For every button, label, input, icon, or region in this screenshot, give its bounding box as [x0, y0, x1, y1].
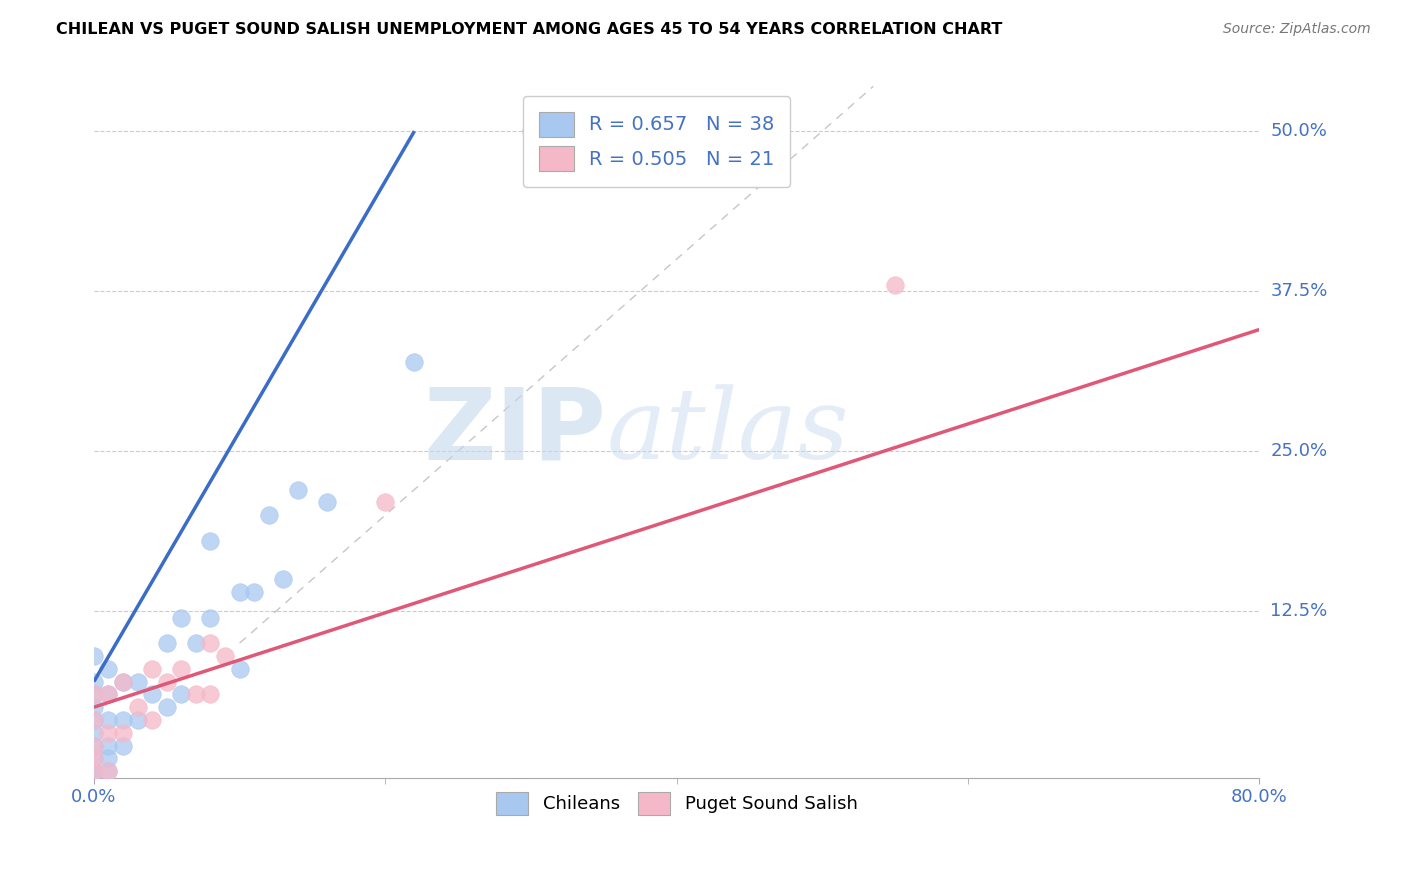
Point — [200, 687, 222, 701]
Point — [170, 662, 193, 676]
Point — [271, 572, 294, 586]
Point — [127, 674, 149, 689]
Point — [141, 662, 163, 676]
Point — [200, 636, 222, 650]
Point — [170, 687, 193, 701]
Point — [184, 687, 207, 701]
Point — [83, 713, 105, 727]
Text: Source: ZipAtlas.com: Source: ZipAtlas.com — [1223, 22, 1371, 37]
Point — [97, 662, 120, 676]
Point — [884, 277, 907, 292]
Point — [83, 739, 105, 753]
Point — [184, 636, 207, 650]
Point — [316, 495, 339, 509]
Point — [112, 674, 135, 689]
Point — [97, 725, 120, 739]
Point — [83, 739, 105, 753]
Point — [97, 713, 120, 727]
Point — [214, 648, 236, 663]
Point — [156, 674, 179, 689]
Point — [97, 687, 120, 701]
Point — [374, 495, 396, 509]
Point — [141, 687, 163, 701]
Point — [83, 687, 105, 701]
Point — [97, 739, 120, 753]
Point — [287, 483, 309, 497]
Text: 50.0%: 50.0% — [1271, 122, 1327, 140]
Point — [97, 764, 120, 779]
Point — [83, 725, 105, 739]
Point — [404, 354, 426, 368]
Point — [228, 585, 250, 599]
Point — [112, 725, 135, 739]
Point — [156, 636, 179, 650]
Point — [520, 124, 543, 138]
Text: atlas: atlas — [606, 384, 849, 480]
Point — [97, 687, 120, 701]
Point — [243, 585, 266, 599]
Point — [112, 713, 135, 727]
Point — [200, 610, 222, 624]
Point — [156, 700, 179, 714]
Point — [83, 713, 105, 727]
Point — [83, 751, 105, 765]
Point — [112, 674, 135, 689]
Point — [170, 610, 193, 624]
Point — [127, 700, 149, 714]
Point — [83, 751, 105, 765]
Point — [83, 764, 105, 779]
Point — [141, 713, 163, 727]
Text: CHILEAN VS PUGET SOUND SALISH UNEMPLOYMENT AMONG AGES 45 TO 54 YEARS CORRELATION: CHILEAN VS PUGET SOUND SALISH UNEMPLOYME… — [56, 22, 1002, 37]
Point — [83, 687, 105, 701]
Point — [257, 508, 280, 523]
Point — [97, 764, 120, 779]
Point — [112, 739, 135, 753]
Text: 37.5%: 37.5% — [1271, 282, 1327, 301]
Point — [83, 674, 105, 689]
Point — [83, 648, 105, 663]
Point — [127, 713, 149, 727]
Legend: Chileans, Puget Sound Salish: Chileans, Puget Sound Salish — [486, 782, 866, 824]
Point — [97, 751, 120, 765]
Point — [228, 662, 250, 676]
Point — [83, 764, 105, 779]
Text: 12.5%: 12.5% — [1271, 602, 1327, 620]
Point — [83, 700, 105, 714]
Text: ZIP: ZIP — [423, 384, 606, 481]
Point — [83, 764, 105, 779]
Text: 25.0%: 25.0% — [1271, 442, 1327, 460]
Point — [200, 533, 222, 548]
